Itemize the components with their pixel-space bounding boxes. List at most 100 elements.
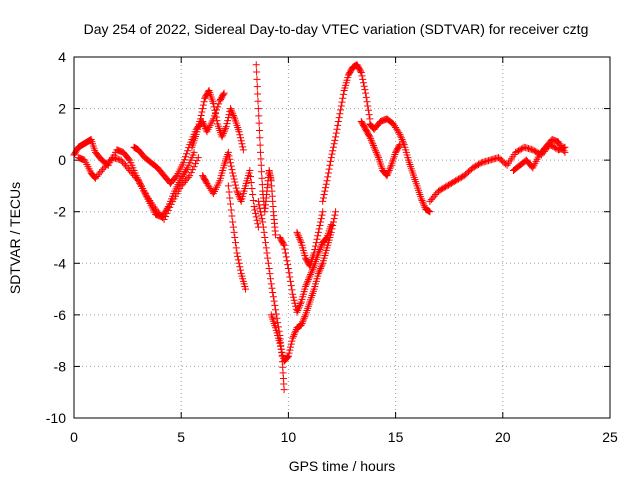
data-point [420, 202, 428, 210]
data-point [453, 176, 461, 184]
data-point [272, 310, 280, 318]
data-point [271, 301, 279, 309]
data-point [232, 239, 240, 247]
data-point [254, 105, 262, 113]
data-point [91, 174, 99, 182]
data-point [314, 228, 322, 236]
data-point [226, 155, 234, 163]
data-point [276, 339, 284, 347]
data-point [283, 257, 291, 265]
data-point [265, 264, 273, 272]
data-point [297, 321, 305, 329]
data-point [329, 147, 337, 155]
data-point [372, 147, 380, 155]
series-track-rise [319, 61, 374, 205]
data-point [282, 249, 290, 257]
data-point [258, 168, 266, 176]
data-point [430, 192, 438, 200]
data-point [294, 232, 302, 240]
data-point [166, 203, 174, 211]
data-point [247, 172, 255, 180]
data-point [362, 89, 370, 97]
data-point [365, 132, 373, 140]
data-point [253, 83, 261, 91]
data-point [262, 239, 270, 247]
data-point [264, 259, 272, 267]
data-point [426, 208, 434, 216]
data-point [191, 160, 199, 168]
data-point [202, 178, 210, 186]
y-tick-labels: -10 -8 -6 -4 -2 0 2 4 [46, 49, 66, 426]
data-point [322, 235, 330, 243]
data-point [469, 164, 477, 172]
data-point [367, 135, 375, 143]
data-point [225, 152, 233, 160]
data-point [335, 114, 343, 122]
data-point [209, 115, 217, 123]
data-point [476, 160, 484, 168]
data-point [395, 142, 403, 150]
data-point [319, 197, 327, 205]
data-point [227, 200, 235, 208]
data-point [315, 225, 323, 233]
data-point [291, 329, 299, 337]
data-point [315, 268, 323, 276]
data-point [560, 147, 568, 155]
data-point [322, 184, 330, 192]
data-point [196, 115, 204, 123]
data-point [312, 242, 320, 250]
data-point [317, 263, 325, 271]
data-point [513, 148, 521, 156]
data-point [371, 145, 379, 153]
y-tick-label: -2 [54, 204, 67, 220]
data-point [399, 137, 407, 145]
data-point [239, 143, 247, 151]
data-point [286, 346, 294, 354]
data-point [357, 67, 365, 75]
y-tick-label: 2 [58, 101, 66, 117]
data-point [267, 280, 275, 288]
data-point [443, 182, 451, 190]
data-point [289, 293, 297, 301]
chart-title: Day 254 of 2022, Sidereal Day-to-day VTE… [84, 21, 589, 37]
data-point [237, 266, 245, 274]
data-point [233, 187, 241, 195]
data-point [260, 228, 268, 236]
data-point [285, 269, 293, 277]
data-point [324, 173, 332, 181]
data-point [236, 263, 244, 271]
y-tick-label: -10 [46, 410, 66, 426]
data-point [327, 154, 335, 162]
data-point [436, 186, 444, 194]
data-point [281, 245, 289, 253]
data-point [454, 175, 462, 183]
data-point [360, 82, 368, 90]
data-point [363, 98, 371, 106]
data-point [103, 160, 111, 168]
data-point [293, 228, 301, 236]
data-point [296, 235, 304, 243]
data-point [254, 90, 262, 98]
data-point [290, 296, 298, 304]
data-point [280, 241, 288, 249]
data-point [358, 72, 366, 80]
data-point [161, 212, 169, 220]
data-point [319, 194, 327, 202]
data-point [212, 113, 220, 121]
data-point [284, 352, 292, 360]
data-point [224, 117, 232, 125]
data-point [395, 129, 403, 137]
data-point [439, 185, 447, 193]
data-point [131, 173, 139, 181]
data-point [317, 244, 325, 252]
data-point [230, 113, 238, 121]
data-point [255, 112, 263, 120]
series-track-loop [366, 115, 434, 216]
data-point [179, 180, 187, 188]
y-tick-label: 4 [58, 49, 66, 65]
series-track-upper-b [188, 87, 247, 154]
data-point [127, 168, 135, 176]
data-point [372, 148, 380, 156]
data-point [434, 187, 442, 195]
data-point [254, 97, 262, 105]
